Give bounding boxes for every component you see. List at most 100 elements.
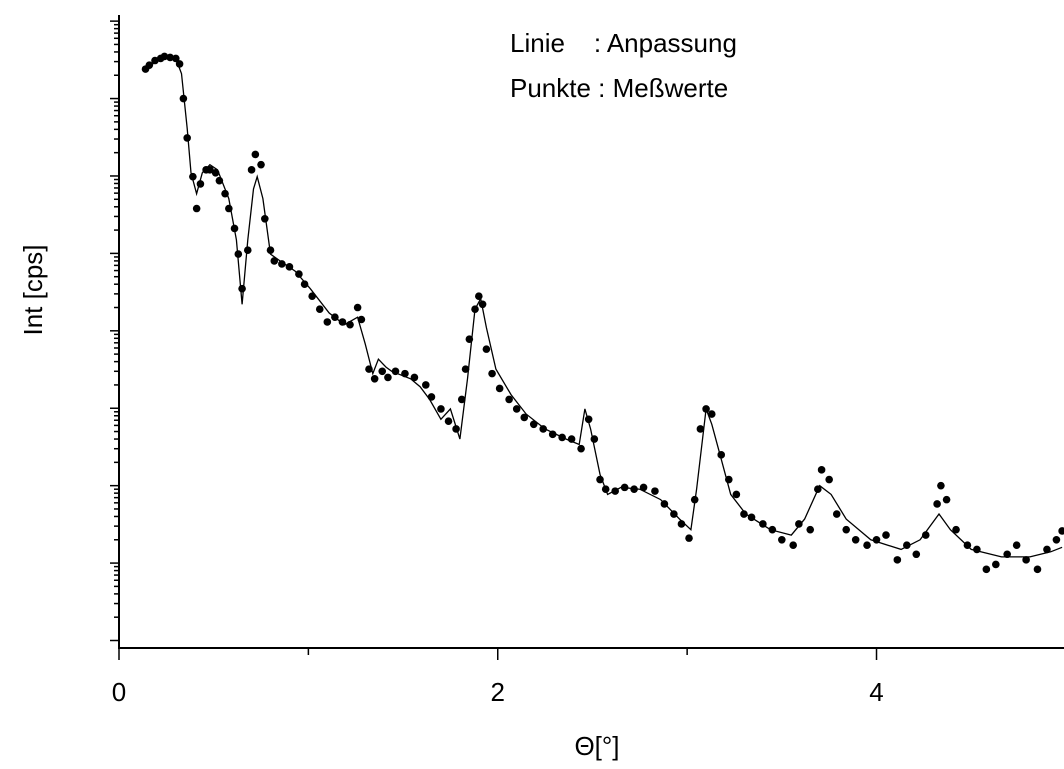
data-point (300, 280, 309, 289)
data-point (567, 435, 576, 443)
legend-line: Linie : Anpassung (510, 28, 737, 58)
data-point (323, 318, 332, 326)
data-point (982, 565, 991, 574)
data-point (707, 410, 716, 418)
data-point (512, 405, 521, 413)
data-point (740, 510, 748, 518)
data-point (817, 466, 826, 474)
data-point (912, 550, 921, 559)
data-point (166, 53, 174, 62)
data-point (378, 367, 387, 376)
data-point (973, 545, 981, 554)
data-point (558, 433, 566, 442)
data-point (444, 417, 453, 426)
data-point (611, 487, 619, 495)
data-point (370, 374, 379, 383)
data-point (427, 393, 436, 401)
data-point (437, 405, 445, 413)
data-point (488, 369, 496, 378)
data-point (365, 365, 373, 373)
data-point (357, 315, 366, 324)
x-axis-label: Θ[°] (574, 731, 619, 761)
data-point (261, 214, 269, 223)
data-point (215, 176, 224, 185)
data-point (270, 257, 279, 265)
data-point (539, 425, 548, 433)
data-point (1052, 535, 1061, 544)
data-point (596, 475, 604, 484)
data-point (160, 52, 169, 61)
data-point (238, 284, 246, 293)
data-point (1003, 550, 1011, 559)
data-point (391, 367, 400, 376)
data-point (295, 270, 303, 278)
data-point (685, 534, 693, 542)
data-point (145, 61, 154, 69)
data-point (308, 292, 316, 300)
data-point (872, 535, 881, 544)
y-axis-label: Int [cps] (18, 244, 48, 335)
data-point (1012, 541, 1021, 550)
data-point (384, 373, 392, 382)
data-point (724, 475, 733, 484)
data-point (670, 510, 678, 518)
data-point (266, 246, 275, 254)
data-point (471, 305, 479, 314)
data-point (196, 180, 205, 188)
data-point (882, 531, 890, 539)
data-point (893, 556, 902, 564)
data-point (759, 520, 767, 528)
data-point (942, 495, 951, 504)
fit-line (145, 57, 1063, 558)
data-point (677, 520, 686, 528)
data-point (1058, 527, 1064, 535)
data-point (247, 166, 256, 174)
data-point (795, 520, 803, 528)
data-point (747, 513, 756, 522)
data-point (172, 54, 180, 63)
data-point (630, 485, 638, 493)
data-point (601, 485, 610, 493)
data-point (421, 381, 430, 389)
data-point (315, 305, 324, 314)
data-point (175, 60, 184, 68)
data-point (346, 320, 354, 329)
data-point (278, 260, 286, 268)
data-point (221, 189, 229, 198)
data-point (639, 483, 648, 492)
data-point (1033, 565, 1042, 574)
data-point (529, 420, 538, 429)
data-point (192, 204, 201, 213)
data-point (206, 166, 214, 174)
data-point (457, 395, 466, 404)
data-point (225, 204, 233, 213)
data-point (1022, 556, 1030, 564)
data-point (234, 250, 243, 258)
data-point (183, 134, 191, 142)
data-point (211, 168, 220, 177)
data-point (584, 415, 593, 424)
data-point (452, 425, 460, 433)
data-point (620, 483, 629, 492)
data-point (696, 425, 705, 433)
data-point (475, 292, 483, 300)
data-point (937, 481, 945, 490)
data-point (243, 246, 252, 254)
data-point (732, 490, 741, 499)
data-point (590, 435, 599, 443)
data-point (717, 451, 726, 459)
data-point (806, 525, 815, 534)
data-point (251, 150, 260, 159)
data-point (410, 373, 419, 382)
data-point (963, 541, 972, 550)
data-point (505, 395, 513, 404)
data-point (1043, 545, 1051, 554)
data-point (331, 313, 339, 321)
data-point (230, 224, 239, 233)
data-point (353, 303, 362, 312)
data-point (851, 535, 860, 544)
data-point (992, 560, 1000, 569)
data-point (702, 405, 710, 413)
